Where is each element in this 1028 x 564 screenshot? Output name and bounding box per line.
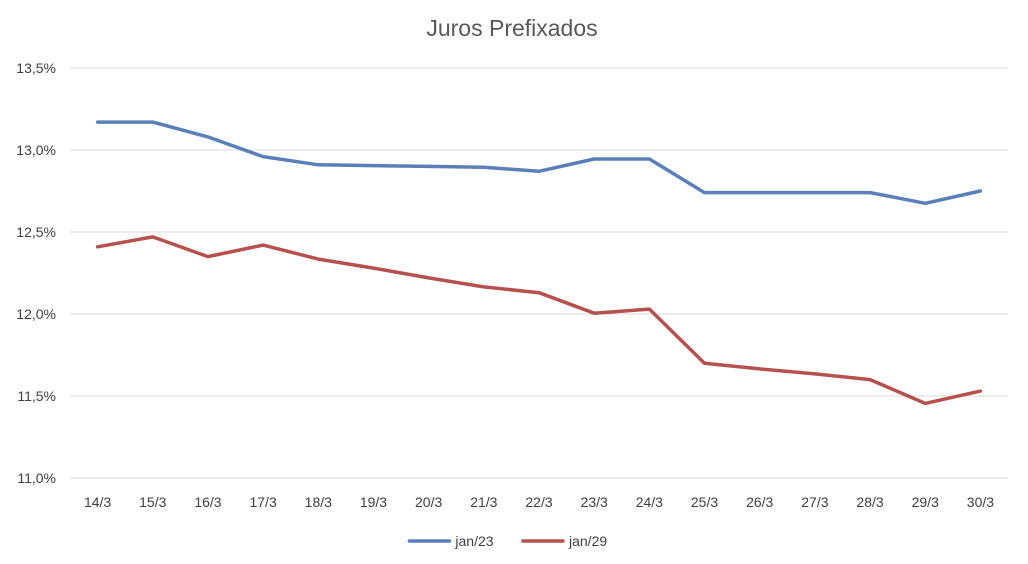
x-tick-label-3: 17/3 bbox=[249, 494, 276, 510]
x-axis-ticks: 14/3 15/3 16/3 17/3 18/3 19/3 20/3 21/3 22/3 23/3… bbox=[84, 494, 994, 510]
x-tick-label-8: 22/3 bbox=[525, 494, 552, 510]
x-tick-label-10: 24/3 bbox=[636, 494, 663, 510]
x-tick-label-0: 14/3 bbox=[84, 494, 111, 510]
x-tick-label-4: 18/3 bbox=[305, 494, 332, 510]
y-tick-label-2: 12,0% bbox=[16, 306, 56, 322]
x-tick-label-2: 16/3 bbox=[194, 494, 221, 510]
x-tick-label-7: 21/3 bbox=[470, 494, 497, 510]
x-tick-label-9: 23/3 bbox=[581, 494, 608, 510]
y-tick-label-5: 13,5% bbox=[16, 60, 56, 76]
x-tick-label-16: 30/3 bbox=[967, 494, 994, 510]
x-tick-label-14: 28/3 bbox=[856, 494, 883, 510]
x-tick-label-5: 19/3 bbox=[360, 494, 387, 510]
legend-label-1: jan/29 bbox=[568, 533, 607, 549]
y-tick-label-3: 12,5% bbox=[16, 224, 56, 240]
y-tick-label-4: 13,0% bbox=[16, 142, 56, 158]
x-tick-label-6: 20/3 bbox=[415, 494, 442, 510]
grid-lines bbox=[70, 67, 1008, 479]
y-axis-ticks: 11,0% 11,5% 12,0% 12,5% 13,0% 13,5% bbox=[16, 60, 56, 486]
legend: jan/23 jan/29 bbox=[407, 533, 607, 549]
chart-title: Juros Prefixados bbox=[426, 15, 597, 41]
x-tick-label-12: 26/3 bbox=[746, 494, 773, 510]
series-line-0 bbox=[95, 120, 983, 206]
x-tick-label-11: 25/3 bbox=[691, 494, 718, 510]
series-lines bbox=[95, 120, 983, 406]
series-line-1 bbox=[95, 235, 983, 406]
legend-label-0: jan/23 bbox=[454, 533, 493, 549]
x-tick-label-1: 15/3 bbox=[139, 494, 166, 510]
x-tick-label-13: 27/3 bbox=[801, 494, 828, 510]
x-tick-label-15: 29/3 bbox=[912, 494, 939, 510]
y-tick-label-0: 11,0% bbox=[17, 470, 56, 486]
y-tick-label-1: 11,5% bbox=[17, 388, 56, 404]
